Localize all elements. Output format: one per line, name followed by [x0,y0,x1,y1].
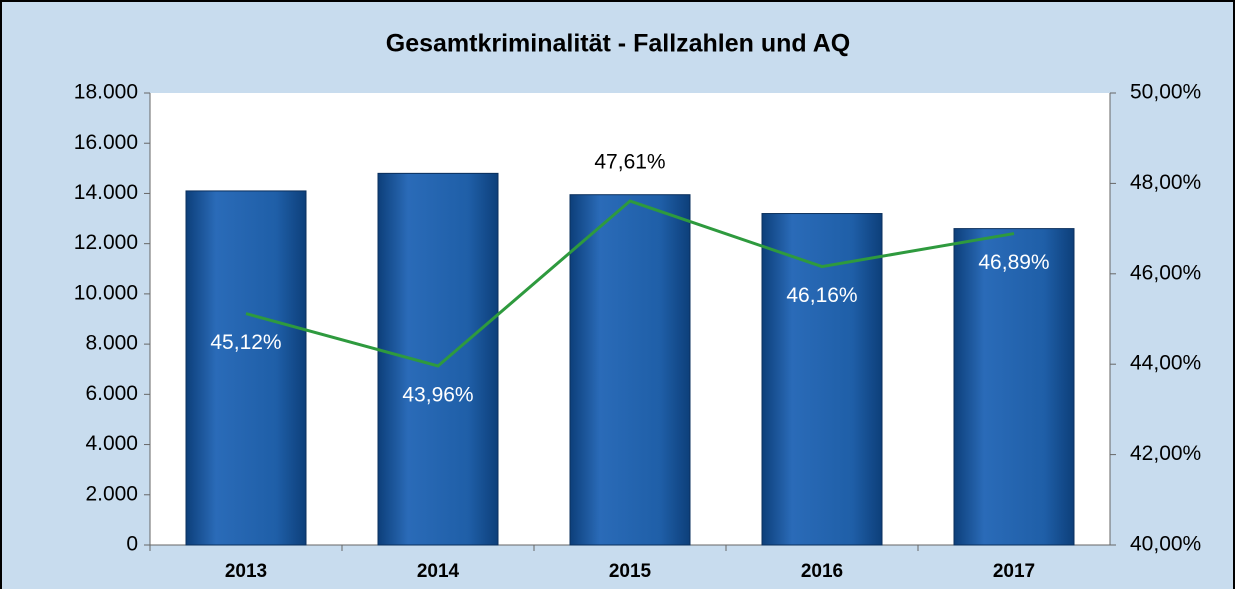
line [245,199,1015,368]
y2-tick-label: 44,00% [1130,352,1201,375]
bar [761,213,883,546]
x-tick-label: 2014 [417,561,460,582]
y-tick-label: 14.000 [74,181,138,204]
y2-tick-label: 46,00% [1130,261,1201,284]
y-tick-label: 12.000 [74,231,138,254]
x-tick-label: 2017 [993,561,1035,582]
y2-tick-label: 48,00% [1130,171,1201,194]
x-tick-label: 2015 [609,561,652,582]
data-label: 46,89% [978,251,1049,274]
y2-tick-label: 40,00% [1130,533,1201,556]
data-label: 45,12% [210,331,281,354]
bar [185,190,307,546]
chart-title: Gesamtkriminalität - Fallzahlen und AQ [386,30,850,58]
x-tick-label: 2013 [225,561,267,582]
data-label: 43,96% [402,384,473,407]
y-tick-label: 18.000 [74,81,138,104]
bar [377,172,499,546]
y-tick-label: 6.000 [85,382,138,405]
data-label: 46,16% [786,284,857,307]
y2-tick-label: 50,00% [1130,81,1201,104]
y-tick-label: 2.000 [85,482,138,505]
y2-tick-label: 42,00% [1130,442,1201,465]
y-tick-label: 10.000 [74,281,138,304]
y-tick-label: 4.000 [85,432,138,455]
bar [953,228,1075,546]
bar [569,194,691,546]
y-tick-label: 8.000 [85,332,138,355]
data-label: 47,61% [594,151,665,174]
y-tick-label: 0 [126,533,138,556]
y-tick-label: 16.000 [74,131,138,154]
x-tick-label: 2016 [801,561,843,582]
